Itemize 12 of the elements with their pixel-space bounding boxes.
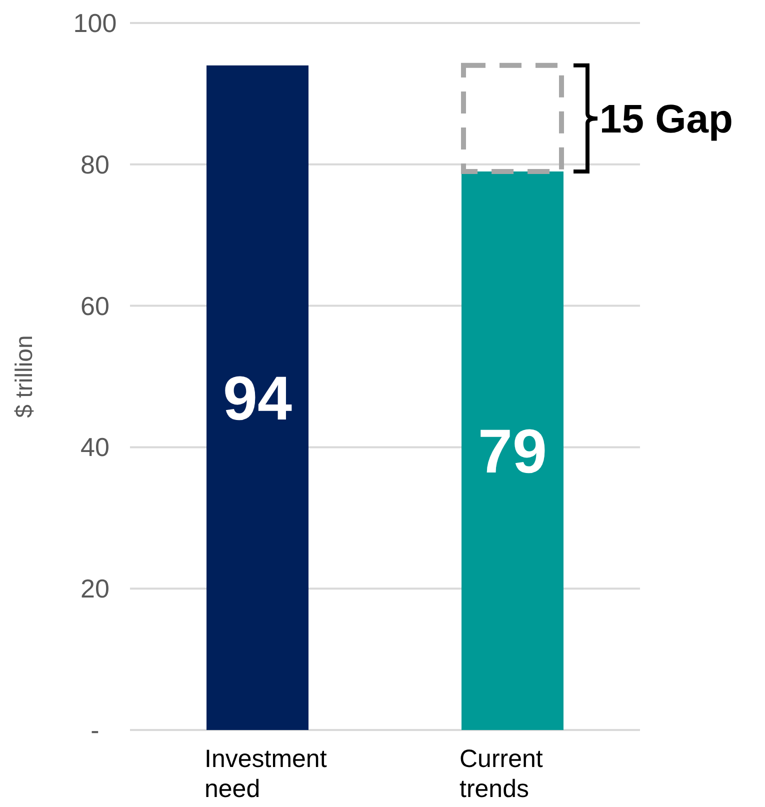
data-label: 94 xyxy=(223,364,292,434)
annotation: 15 Gap xyxy=(600,97,733,142)
y-axis-title: $ trillion xyxy=(11,335,38,418)
y-tick-label: 40 xyxy=(80,432,110,462)
x-tick-label: Investment need xyxy=(204,745,327,803)
data-label: 79 xyxy=(478,418,547,487)
y-tick-label: - xyxy=(90,715,100,745)
y-tick-label: 80 xyxy=(80,149,110,180)
y-tick-label: 100 xyxy=(73,8,117,38)
y-tick-label: 20 xyxy=(80,574,110,604)
y-tick-label: 60 xyxy=(80,290,110,321)
x-tick-label: Current trends xyxy=(460,745,543,803)
